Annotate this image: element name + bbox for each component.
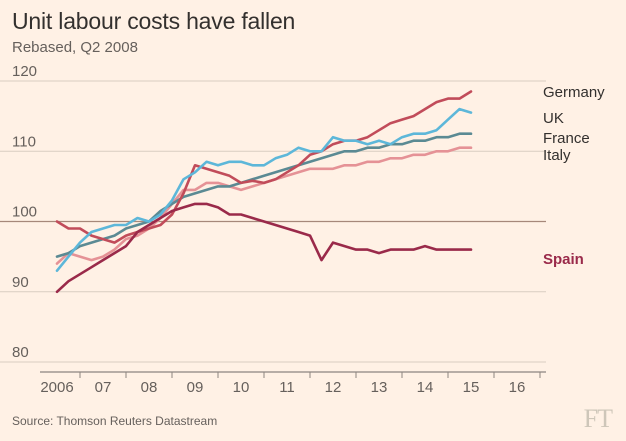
series-line-spain: [55, 202, 473, 294]
y-tick-label: 80: [12, 344, 29, 361]
x-tick-label: 11: [279, 379, 295, 396]
chart-subtitle: Rebased, Q2 2008: [12, 39, 138, 56]
series-line-france: [55, 132, 473, 258]
y-tick-label: 100: [12, 204, 37, 221]
series-line-germany: [55, 90, 473, 244]
source-note: Source: Thomson Reuters Datastream: [12, 414, 218, 428]
y-tick-label: 90: [12, 274, 29, 291]
x-tick-label: 07: [95, 379, 112, 396]
y-tick-label: 110: [12, 133, 36, 150]
ft-logo: FT: [583, 404, 613, 433]
series-label-spain: Spain: [543, 251, 584, 268]
x-tick-label: 16: [509, 379, 526, 396]
x-tick-label: 09: [187, 379, 204, 396]
x-tick-label: 14: [417, 379, 434, 396]
series-line-uk: [55, 107, 473, 273]
series-label-france: France: [543, 130, 590, 147]
y-tick-labels: 80 90 100 110 120: [12, 63, 37, 361]
y-tick-label: 120: [12, 63, 37, 80]
x-axis: 2006 07 08 09 10 11 12 13 14 15 16: [40, 371, 546, 396]
chart-title: Unit labour costs have fallen: [12, 8, 296, 34]
series-label-uk: UK: [543, 110, 564, 127]
x-tick-label: 12: [325, 379, 342, 396]
x-tick-label: 08: [141, 379, 158, 396]
series-label-germany: Germany: [543, 84, 605, 101]
x-tick-label: 10: [233, 379, 250, 396]
series-label-italy: Italy: [543, 147, 571, 164]
y-gridlines: [0, 80, 546, 363]
series-lines: [55, 90, 473, 294]
x-tick-label: 15: [463, 379, 480, 396]
x-tick-label: 13: [371, 379, 388, 396]
x-tick-label: 2006: [40, 379, 73, 396]
